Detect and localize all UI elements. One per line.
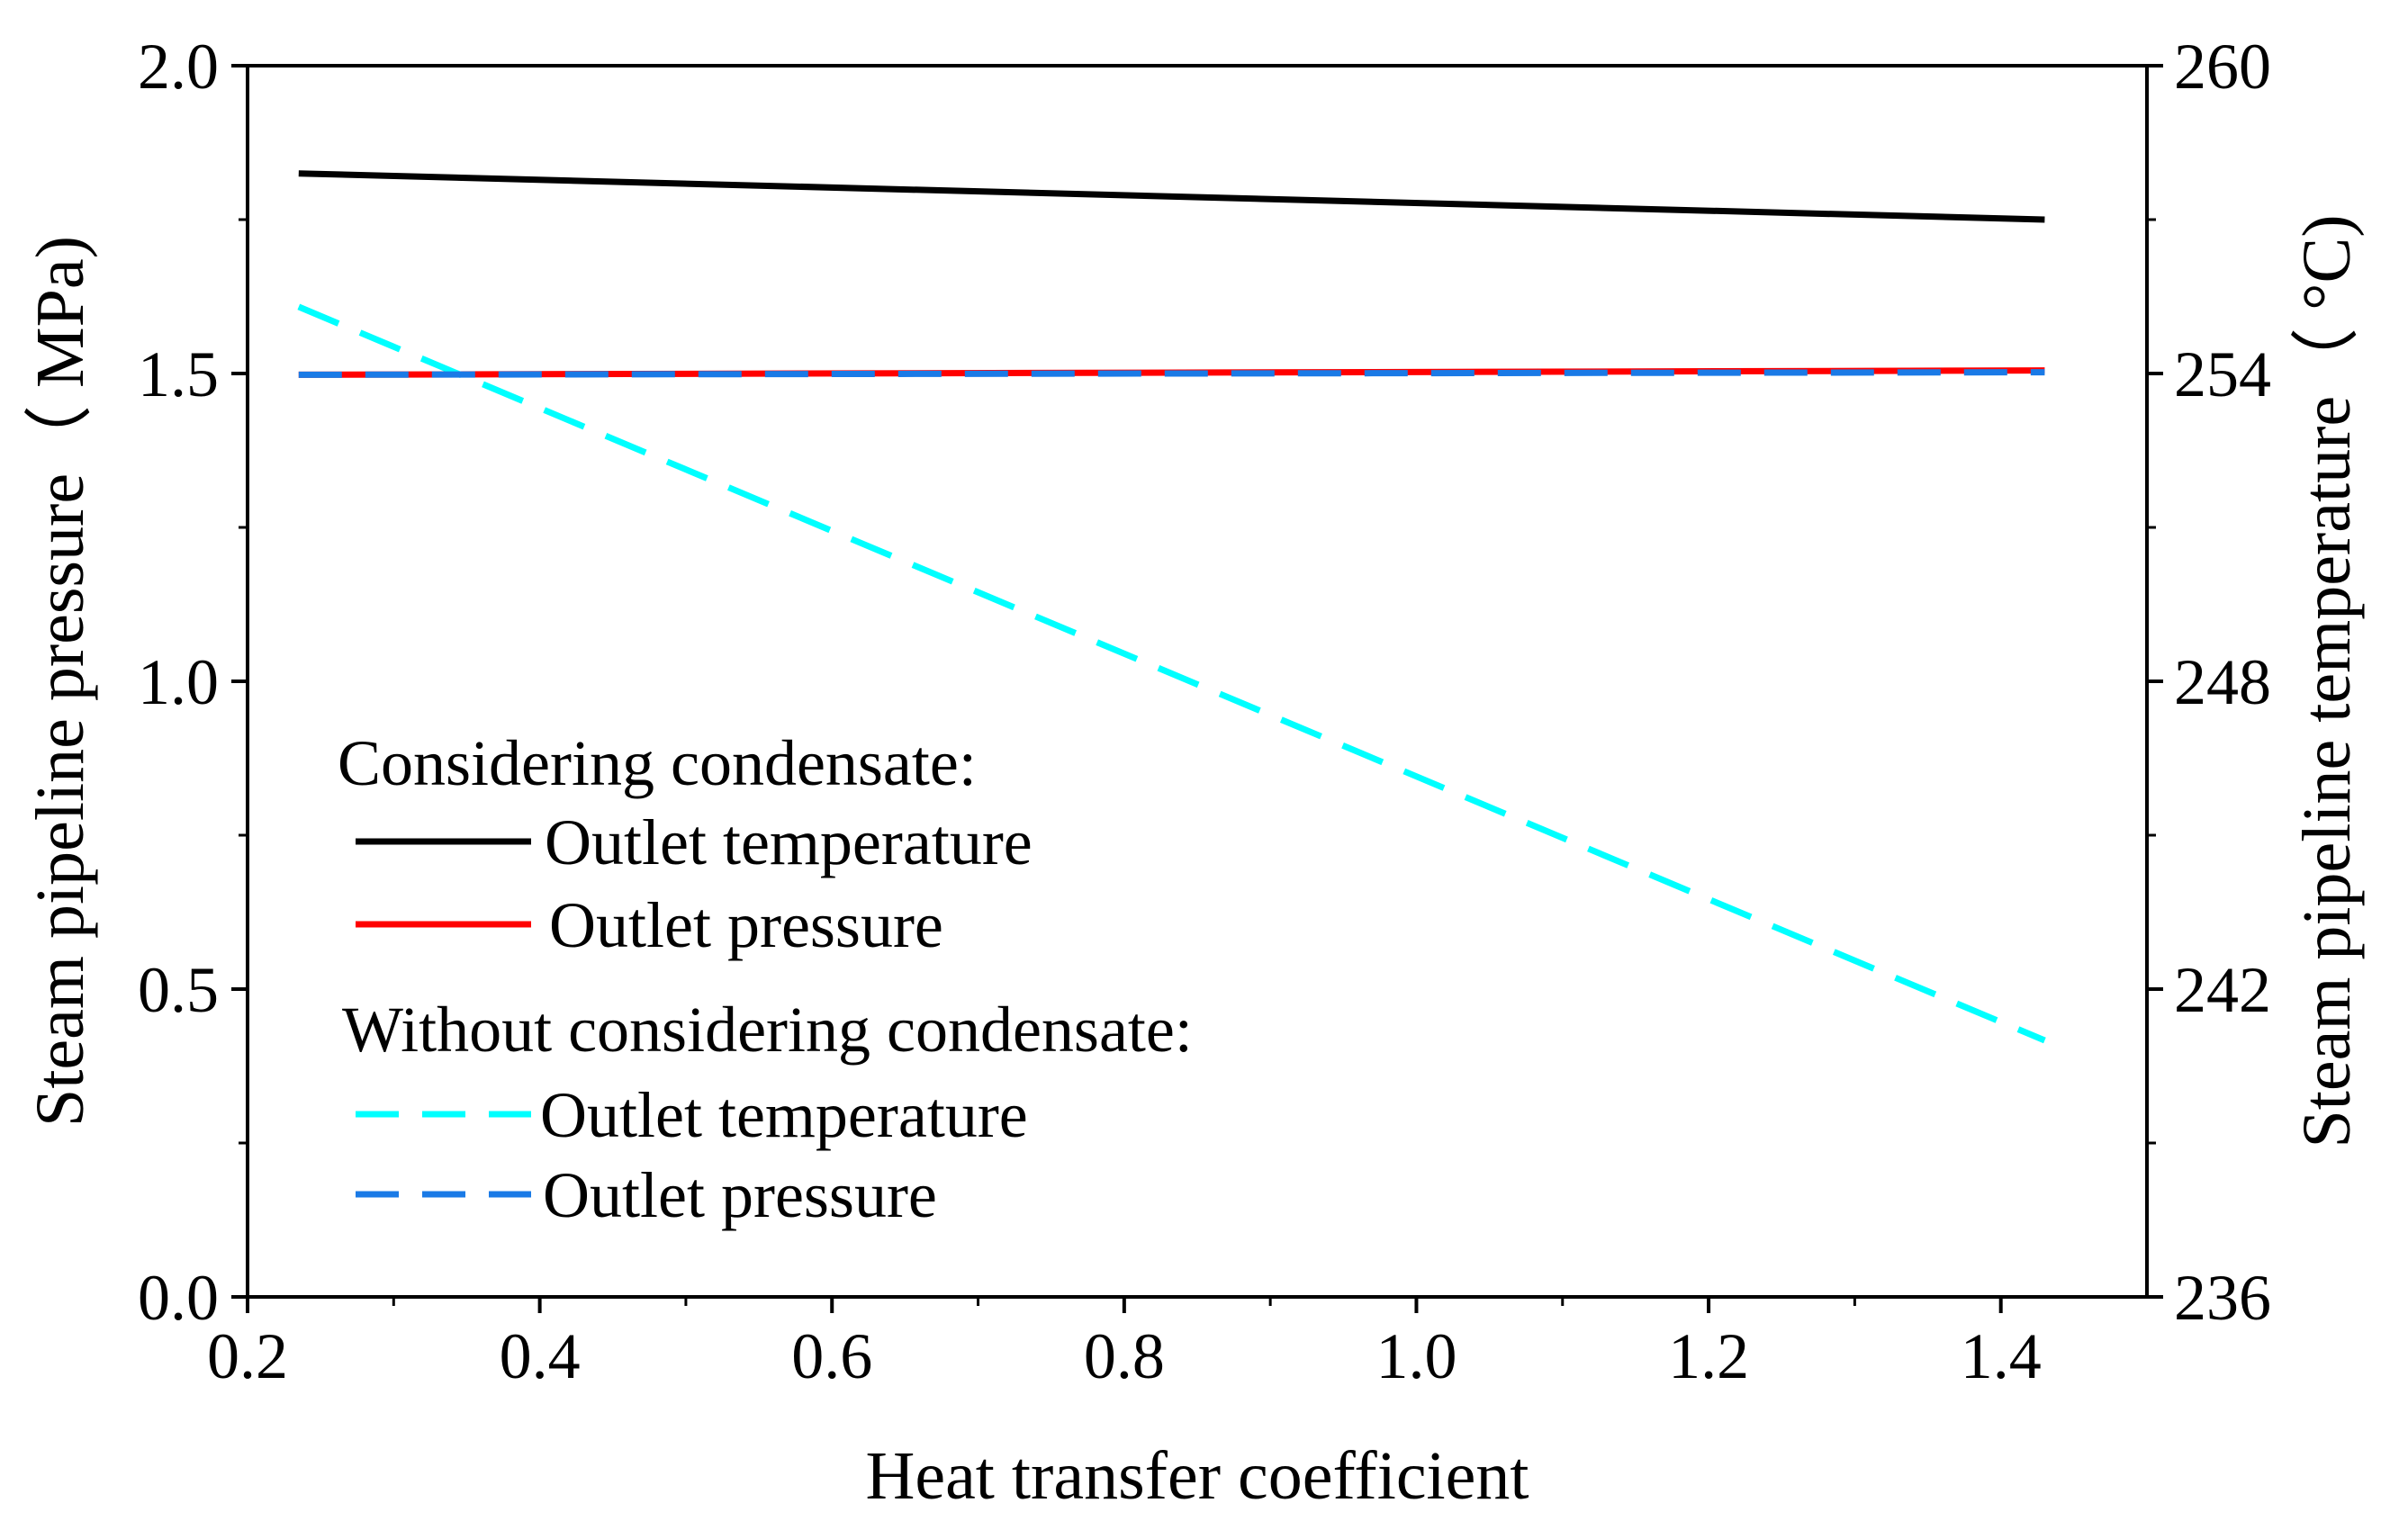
tick-labels: 0.2 0.4 0.6 0.8 1.0 1.2 1.4 0.0 0.5 1.0 1.5 2.0 236 2… (138, 31, 2271, 1392)
x-tick-label: 0.8 (1084, 1320, 1165, 1392)
x-axis-title: Heat transfer coefficient (865, 1438, 1529, 1514)
x-tick-label: 1.2 (1668, 1320, 1749, 1392)
x-tick-label: 0.2 (207, 1320, 288, 1392)
y-right-tick-label: 242 (2174, 954, 2271, 1026)
legend-label-without-temperature: Outlet temperature (540, 1079, 1028, 1151)
series-considering-outlet-temperature (298, 170, 2045, 223)
x-tick-label: 0.6 (791, 1320, 872, 1392)
y-right-tick-label: 254 (2174, 338, 2271, 410)
legend-label-considering-pressure: Outlet pressure (549, 889, 943, 961)
legend-group2-title: Without considering condensate: (342, 994, 1193, 1066)
series-without-outlet-pressure (298, 369, 2045, 378)
y-left-axis-title: Steam pipeline pressure（ MPa) (23, 236, 98, 1127)
y-left-tick-label: 1.5 (138, 338, 219, 410)
legend-label-considering-temperature: Outlet temperature (545, 806, 1033, 878)
y-right-tick-label: 248 (2174, 646, 2271, 718)
y-right-axis-title: Steam pipeline temperature（ °C) (2289, 214, 2365, 1148)
series-without-outlet-temperature (297, 303, 2046, 1044)
series-layer (297, 170, 2046, 1044)
y-left-tick-label: 1.0 (138, 646, 219, 718)
legend-group1-title: Considering condensate: (338, 727, 977, 799)
y-left-tick-label: 0.0 (138, 1262, 219, 1334)
x-tick-label: 1.4 (1961, 1320, 2042, 1392)
y-left-tick-label: 2.0 (138, 31, 219, 103)
y-right-tick-label: 260 (2174, 31, 2271, 103)
y-left-tick-label: 0.5 (138, 954, 219, 1026)
y-right-tick-label: 236 (2174, 1262, 2271, 1334)
legend: Considering condensate: Outlet temperatu… (338, 727, 1193, 1231)
x-tick-label: 0.4 (500, 1320, 581, 1392)
axis-ticks (231, 64, 2163, 1313)
x-tick-label: 1.0 (1375, 1320, 1457, 1392)
legend-label-without-pressure: Outlet pressure (543, 1159, 937, 1231)
